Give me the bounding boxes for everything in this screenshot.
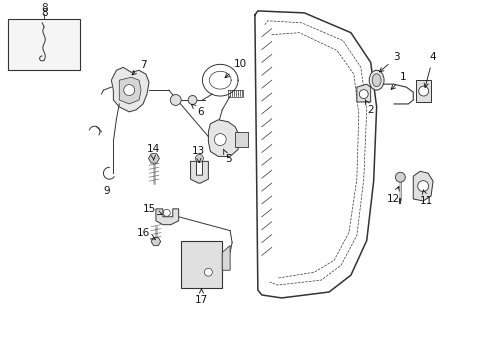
Text: 15: 15 <box>142 204 162 215</box>
Polygon shape <box>235 132 247 147</box>
Polygon shape <box>156 209 178 225</box>
Circle shape <box>418 86 427 96</box>
Polygon shape <box>190 161 208 183</box>
Text: 6: 6 <box>191 104 203 117</box>
Polygon shape <box>356 84 370 102</box>
Circle shape <box>123 85 134 95</box>
Bar <box>8 19 80 70</box>
Circle shape <box>188 95 197 104</box>
Text: 3: 3 <box>379 53 399 72</box>
Text: 14: 14 <box>146 144 159 160</box>
Circle shape <box>417 181 427 192</box>
Polygon shape <box>208 120 240 156</box>
Text: 8: 8 <box>41 8 47 18</box>
Bar <box>180 240 222 288</box>
Circle shape <box>170 95 181 105</box>
Polygon shape <box>412 171 432 201</box>
Text: 8: 8 <box>41 3 47 13</box>
Circle shape <box>395 172 405 182</box>
Text: 9: 9 <box>103 186 109 196</box>
Ellipse shape <box>371 74 380 87</box>
Text: 12: 12 <box>386 186 399 204</box>
Text: 11: 11 <box>419 190 432 206</box>
Text: 5: 5 <box>223 149 231 165</box>
Text: 4: 4 <box>423 53 435 87</box>
Polygon shape <box>222 246 230 270</box>
Polygon shape <box>119 77 141 104</box>
Text: 16: 16 <box>136 228 155 239</box>
Text: 17: 17 <box>194 289 208 305</box>
Ellipse shape <box>368 70 383 90</box>
Circle shape <box>359 90 367 99</box>
Circle shape <box>214 134 226 145</box>
Text: 10: 10 <box>224 59 246 78</box>
Polygon shape <box>111 67 149 112</box>
Text: 13: 13 <box>191 147 204 163</box>
Circle shape <box>163 210 170 216</box>
Circle shape <box>195 154 203 162</box>
Bar <box>415 80 430 102</box>
Text: 2: 2 <box>365 100 373 115</box>
Circle shape <box>204 268 212 276</box>
Text: 1: 1 <box>390 72 406 89</box>
Text: 7: 7 <box>132 60 146 75</box>
